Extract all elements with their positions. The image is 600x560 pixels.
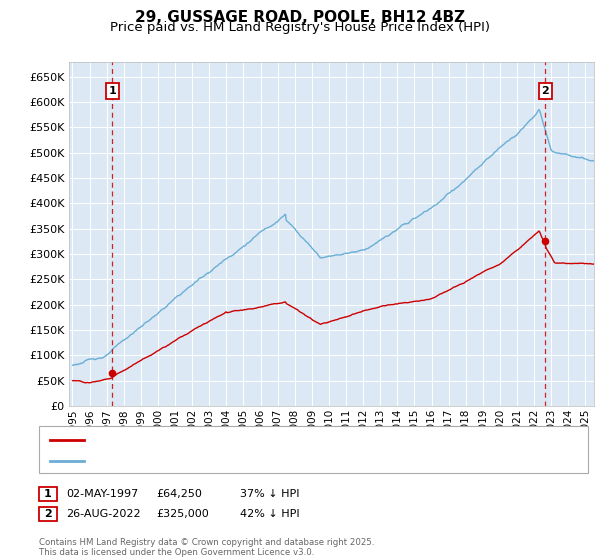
Text: 29, GUSSAGE ROAD, POOLE, BH12 4BZ: 29, GUSSAGE ROAD, POOLE, BH12 4BZ: [135, 10, 465, 25]
Text: Price paid vs. HM Land Registry's House Price Index (HPI): Price paid vs. HM Land Registry's House …: [110, 21, 490, 34]
Text: £325,000: £325,000: [156, 509, 209, 519]
Text: £64,250: £64,250: [156, 489, 202, 499]
Text: 42% ↓ HPI: 42% ↓ HPI: [240, 509, 299, 519]
Text: 26-AUG-2022: 26-AUG-2022: [66, 509, 140, 519]
Text: HPI: Average price, detached house, Bournemouth Christchurch and Poole: HPI: Average price, detached house, Bour…: [88, 456, 494, 466]
Text: 29, GUSSAGE ROAD, POOLE, BH12 4BZ (detached house): 29, GUSSAGE ROAD, POOLE, BH12 4BZ (detac…: [88, 435, 403, 445]
Text: 1: 1: [44, 489, 52, 499]
Text: 37% ↓ HPI: 37% ↓ HPI: [240, 489, 299, 499]
Text: 1: 1: [109, 86, 116, 96]
Text: 2: 2: [44, 509, 52, 519]
Text: Contains HM Land Registry data © Crown copyright and database right 2025.
This d: Contains HM Land Registry data © Crown c…: [39, 538, 374, 557]
Text: 02-MAY-1997: 02-MAY-1997: [66, 489, 138, 499]
Text: 2: 2: [541, 86, 549, 96]
